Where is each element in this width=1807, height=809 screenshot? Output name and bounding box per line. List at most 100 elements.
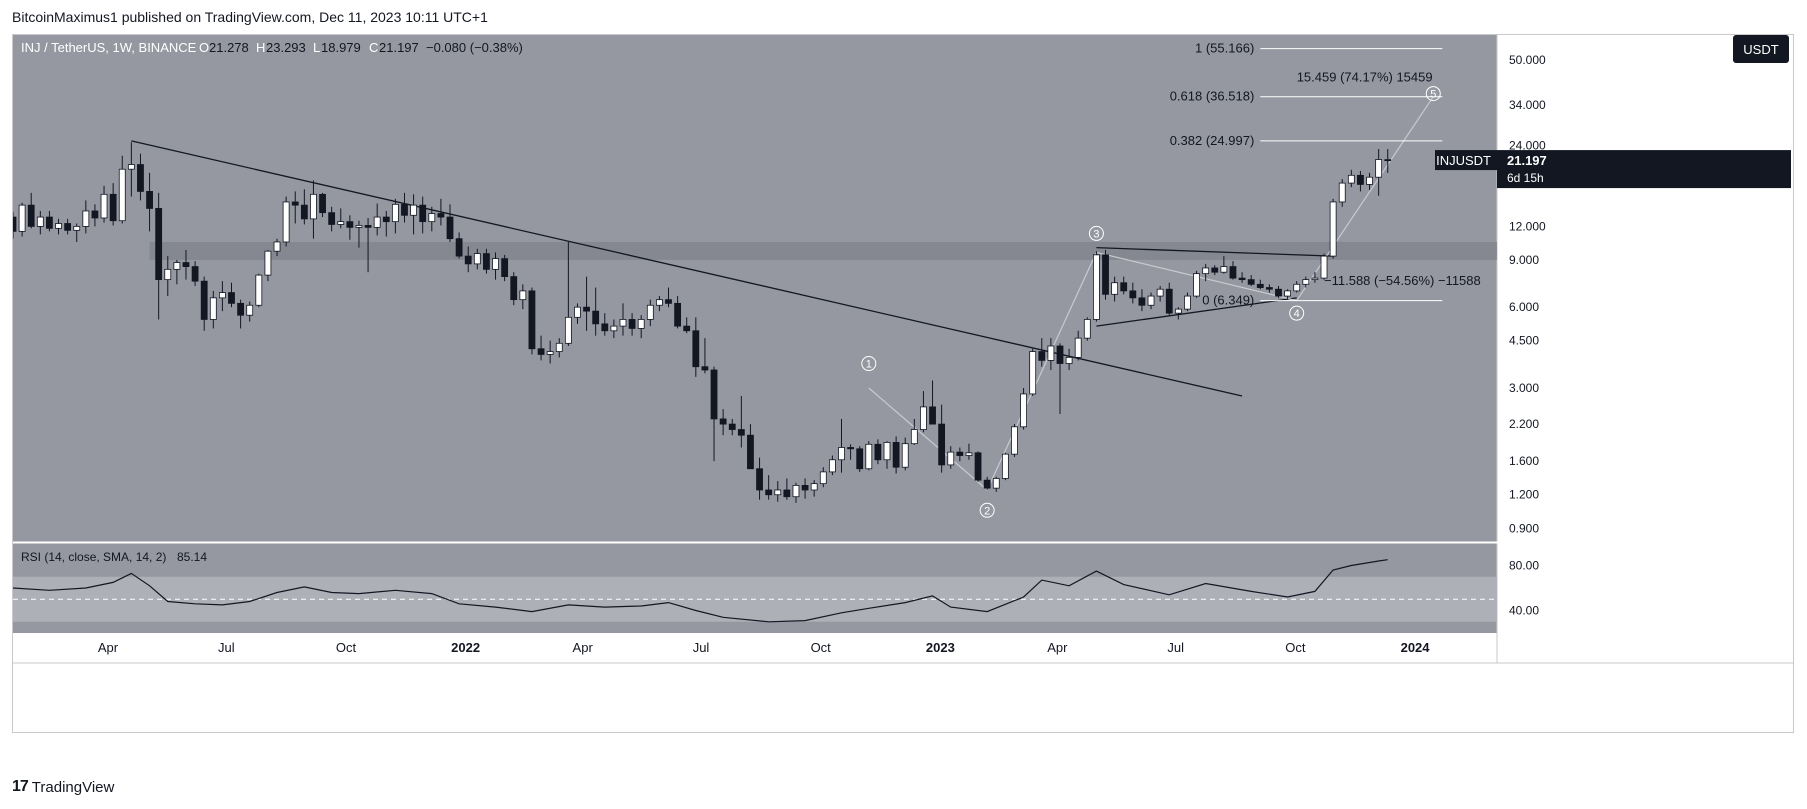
candle-body [719,418,727,425]
candle-body [36,216,44,227]
candle-body [300,204,308,220]
candle-body [938,423,946,466]
open-value: 21.278 [209,40,249,55]
wave-label-circle [1088,225,1104,241]
candle-body [364,225,372,228]
candle-body [874,443,882,461]
tradingview-brand-text: TradingView [31,778,115,796]
candle-body [610,325,618,332]
fib-level-label: 0.382 (24.997) [1170,133,1255,148]
candle-body [1220,266,1228,273]
candle-body [1302,279,1310,285]
price-axis-background [1497,35,1793,663]
measure-label-up: 15.459 (74.17%) 15459 [1297,70,1433,85]
candle-body [774,489,782,496]
candle-body [1384,159,1392,162]
candle-body [501,258,509,277]
last-price-tag: INJUSDT 21.197 6d 15h [1435,150,1791,189]
candle-body [692,330,700,368]
candle-body [437,213,445,218]
rsi-axis-tick: 40.00 [1509,604,1539,618]
publish-bar: BitcoinMaximus1 published on TradingView… [0,0,1807,34]
candle-body [1029,351,1037,395]
candle-body [583,306,590,312]
candle-body [455,238,463,257]
candle-body [1193,273,1200,297]
candle-body [282,201,290,243]
candle-body [291,201,299,206]
candle-body [137,164,144,192]
candle-body [228,292,235,304]
time-axis-tick: 2023 [926,640,955,655]
price-axis-tick: 9.000 [1509,253,1539,267]
time-axis-tick: Apr [573,640,594,655]
candle-body [64,223,72,231]
candle-body [91,210,99,219]
candle-body [883,442,891,461]
wave-label: 1 [866,359,872,371]
candle-body [528,290,536,350]
candle-body [182,262,190,267]
chart-frame: 1 (55.166) 0.618 (36.518) 0.382 (24.997) 0 … [9,34,1794,733]
candle-body [346,221,354,228]
candle-body [264,250,272,276]
price-pane-background [13,35,1497,542]
candle-body [1265,287,1273,290]
time-axis-tick: Oct [811,640,832,655]
candle-body [464,255,472,265]
price-axis-tick: 1.200 [1509,488,1539,502]
candle-body [592,310,600,325]
currency-label[interactable]: USDT [1743,42,1778,57]
candle-body [1129,290,1137,299]
candle-body [1256,283,1264,288]
candle-body [810,483,818,491]
candle-body [1320,255,1328,279]
candle-body [155,208,163,281]
candle-body [801,485,809,491]
candle-body [1156,288,1164,297]
candle-body [1065,356,1073,364]
candle-body [173,262,181,270]
tradingview-logo[interactable]: 17 TradingView [12,778,114,796]
candle-body [792,485,800,498]
candle-body [246,304,254,316]
candle-body [428,213,436,223]
candle-body [828,459,836,473]
price-tag-symbol: INJUSDT [1436,153,1491,168]
triangle-upper-line [1096,246,1334,257]
candle-body [100,193,108,219]
candle-body [1229,266,1237,279]
tradingview-logo-icon: 17 [12,778,29,795]
time-axis-tick: Apr [98,640,119,655]
candle-body [537,348,545,355]
candle-body [373,216,381,228]
close-value: 21.197 [379,40,419,55]
candle-body [910,429,918,445]
price-axis-tick: 24.000 [1509,139,1546,153]
candle-body [1102,254,1109,295]
symbol-title[interactable]: INJ / TetherUS, 1W, BINANCE [21,40,197,55]
time-axis-tick: 2024 [1401,640,1431,655]
candle-body [1338,182,1346,203]
candle-body [929,406,936,425]
rsi-title[interactable]: RSI (14, close, SMA, 14, 2) [21,550,166,564]
candle-body [1347,174,1355,184]
candle-body [701,366,709,371]
candle-body [656,299,663,306]
wave-label-circle [979,502,995,518]
time-axis-tick: 2022 [451,640,480,655]
currency-button[interactable]: USDT [1733,35,1789,63]
candle-body [164,268,172,281]
publisher-line: BitcoinMaximus1 published on TradingView… [12,9,488,25]
wave-label-circle [1289,305,1305,321]
time-axis-tick: Oct [336,640,357,655]
candlestick-chart[interactable]: 1 (55.166) 0.618 (36.518) 0.382 (24.997) 0 … [9,35,1793,732]
candle-body [619,319,627,327]
candle-body [865,443,873,470]
candle-body [1011,426,1018,455]
candle-body [574,306,581,318]
ohlc-legend: O 21.278 H 23.293 L 18.979 C 21.197 −0.0… [199,40,523,55]
candle-body [920,406,927,430]
wave-label: 3 [1093,228,1099,240]
candle-body [1275,288,1282,297]
